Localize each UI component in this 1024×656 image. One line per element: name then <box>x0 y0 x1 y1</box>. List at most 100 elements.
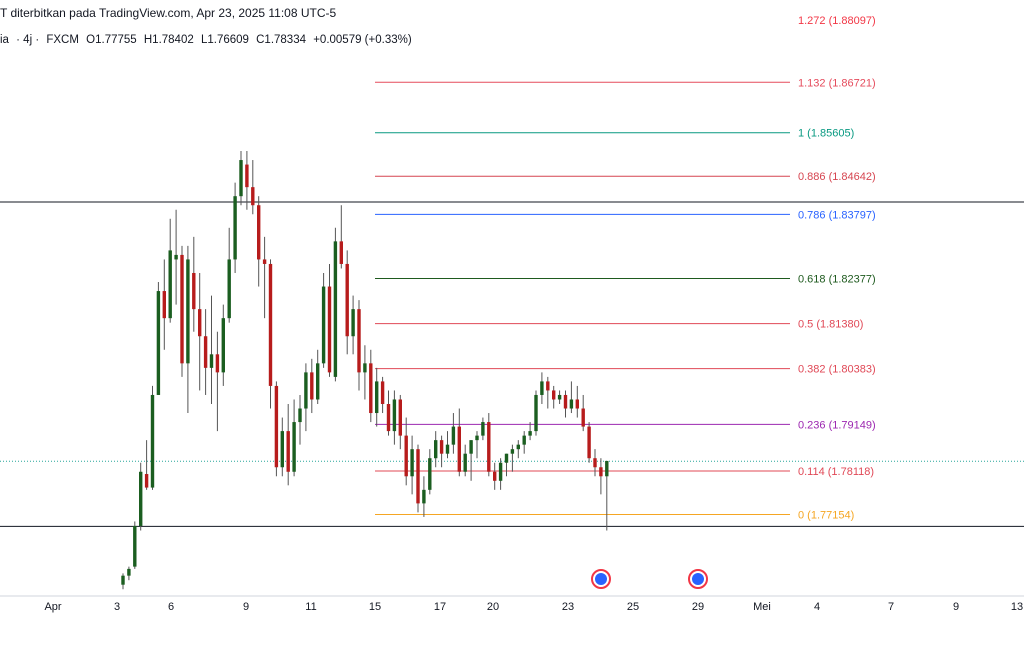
candle-body <box>162 291 166 319</box>
high-value: H1.78402 <box>143 34 194 46</box>
candle-body <box>203 336 208 368</box>
timeframe-label[interactable]: · 4j · <box>16 34 40 46</box>
open-value: O1.77755 <box>86 34 137 46</box>
candle-body <box>251 187 255 206</box>
candle-body <box>487 422 491 472</box>
candle-body <box>593 458 597 468</box>
fib-label: 0.618 (1.82377) <box>798 274 876 286</box>
event-markers <box>591 569 708 589</box>
candle-body <box>434 440 438 459</box>
x-tick-label: 15 <box>369 601 381 613</box>
candle-body <box>569 399 574 409</box>
candle-body <box>262 259 267 264</box>
close-value: C1.78334 <box>256 34 306 46</box>
candle-body <box>392 399 397 432</box>
time-axis: Apr 3 6 9 11 15 17 20 23 25 29 Mei 4 7 9 13 <box>0 595 1024 613</box>
candle-body <box>310 372 314 400</box>
candle-body <box>321 286 326 364</box>
source-label: FXCM <box>46 34 79 46</box>
fib-label: 0.886 (1.84642) <box>798 171 876 183</box>
change-value: +0.00579 (+0.33%) <box>313 34 412 46</box>
candle-body <box>504 453 509 463</box>
candle-body <box>209 354 214 368</box>
x-tick-label: 4 <box>814 601 820 613</box>
candle-body <box>534 394 538 432</box>
candle-body <box>127 568 131 576</box>
candle-body <box>139 471 143 526</box>
x-tick-label: 9 <box>953 601 959 613</box>
candle-body <box>445 444 450 454</box>
candle-body <box>198 309 202 337</box>
x-tick-label: Mei <box>753 601 771 613</box>
x-tick-label: 11 <box>305 601 316 613</box>
candle-body <box>428 458 432 490</box>
candle-body <box>345 263 349 337</box>
candle-body <box>144 474 149 488</box>
candle-body <box>404 435 408 477</box>
fib-label: 0.382 (1.80383) <box>798 364 876 376</box>
candle-body <box>493 471 497 481</box>
fib-retracement: 1.272 (1.88097) 1.132 (1.86721) 1 (1.85605… <box>375 15 876 522</box>
fib-label: 0 (1.77154) <box>798 510 854 522</box>
x-tick-label: 20 <box>487 601 499 613</box>
candle-body <box>215 354 220 373</box>
candle-body <box>133 525 137 567</box>
fib-label: 1 (1.85605) <box>798 128 854 140</box>
candle-body <box>475 435 479 441</box>
candle-body <box>540 381 544 395</box>
candle-body <box>150 394 155 488</box>
candle-body <box>481 422 485 436</box>
candle-body <box>174 254 178 260</box>
candle-body <box>186 259 190 364</box>
x-tick-label: 9 <box>243 601 249 613</box>
candle-body <box>333 241 338 377</box>
x-tick-label: 29 <box>692 601 704 613</box>
candle-body <box>168 250 172 319</box>
candle-body <box>156 291 161 395</box>
candle-body <box>575 399 579 409</box>
candle-body <box>510 449 515 454</box>
candle-body <box>528 431 532 436</box>
candle-body <box>298 408 302 423</box>
candle-body <box>316 363 320 400</box>
publish-info: T diterbitkan pada TradingView.com, Apr … <box>0 6 340 20</box>
x-tick-label: 7 <box>888 601 894 613</box>
candle-body <box>410 449 414 477</box>
candle-body <box>469 440 473 454</box>
candle-body <box>357 309 361 373</box>
fib-label: 0.5 (1.81380) <box>798 319 863 331</box>
x-tick-label: 13 <box>1011 601 1023 613</box>
candle-body <box>398 399 402 436</box>
candle-body <box>457 426 461 472</box>
x-tick-label: 3 <box>114 601 120 613</box>
candle-body <box>286 431 290 472</box>
candle-body <box>304 372 308 409</box>
candle-body <box>439 440 444 454</box>
candle-body <box>257 205 261 260</box>
candle-body <box>180 254 184 364</box>
candle-body <box>351 309 355 337</box>
candle-body <box>386 404 391 432</box>
x-tick-label: 23 <box>562 601 574 613</box>
candle-body <box>581 408 585 427</box>
publish-text: T diterbitkan pada TradingView.com, Apr … <box>0 6 337 20</box>
candle-body <box>280 431 284 468</box>
candle-body <box>339 241 343 264</box>
fib-label: 1.132 (1.86721) <box>798 77 876 89</box>
candle-body <box>546 381 550 391</box>
symbol-label[interactable]: ia <box>0 34 9 46</box>
candle-body <box>268 263 273 386</box>
candle-body <box>192 272 196 310</box>
candle-body <box>327 286 332 373</box>
candle-body <box>121 575 125 585</box>
horizontal-lines <box>0 201 1024 527</box>
candle-body <box>416 449 420 504</box>
candle-body <box>221 318 225 373</box>
event-marker-icon <box>595 573 607 585</box>
candle-body <box>557 394 562 400</box>
candle-body <box>599 467 603 477</box>
candle-body <box>239 160 243 197</box>
fib-label: 0.786 (1.83797) <box>798 209 876 221</box>
candle-body <box>422 489 426 504</box>
